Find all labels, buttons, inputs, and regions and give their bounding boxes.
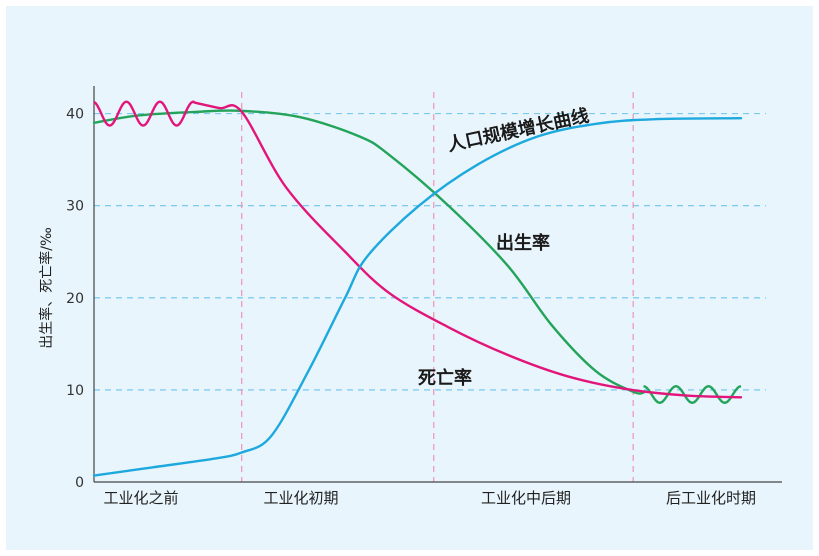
- series-birth-rate-wiggle: [643, 385, 742, 404]
- grid-layer: 0 10 20 30 40: [66, 107, 766, 491]
- x-stage-label-3: 工业化中后期: [481, 489, 571, 507]
- annotation-birth-rate: 出生率: [496, 232, 550, 254]
- axis-layer: [93, 86, 782, 483]
- y-axis-label: 出生率、死亡率/‰: [38, 227, 55, 349]
- stage-boundary-layer: 工业化之前 工业化初期 工业化中后期 后工业化时期: [103, 92, 756, 507]
- chart-panel: 0 10 20 30 40 工业化之前 工业化初期 工业化中后期 后工业化时期 出生率、死亡率…: [6, 6, 813, 550]
- label-layer: 出生率、死亡率/‰ 人口规模增长曲线 出生率 死亡率: [38, 104, 591, 389]
- x-stage-label-4: 后工业化时期: [666, 489, 756, 507]
- series-death-rate-line: [193, 101, 743, 399]
- x-stage-label-2: 工业化初期: [263, 489, 338, 507]
- y-tick-label-40: 40: [66, 107, 84, 123]
- series-birth-rate-line: [92, 109, 645, 395]
- y-tick-label-30: 30: [66, 199, 84, 215]
- y-tick-label-10: 10: [66, 383, 84, 399]
- series-death-rate-wiggle: [93, 100, 195, 127]
- annotation-death-rate: 死亡率: [418, 367, 472, 389]
- annotation-population-curve: 人口规模增长曲线: [445, 104, 590, 155]
- y-tick-label-0: 0: [75, 475, 84, 491]
- series-population-line: [92, 117, 743, 477]
- y-tick-label-20: 20: [66, 291, 84, 307]
- demographic-transition-chart: 0 10 20 30 40 工业化之前 工业化初期 工业化中后期 后工业化时期 出生率、死亡率…: [38, 86, 782, 507]
- series-layer: [92, 100, 743, 477]
- x-stage-label-1: 工业化之前: [103, 489, 178, 507]
